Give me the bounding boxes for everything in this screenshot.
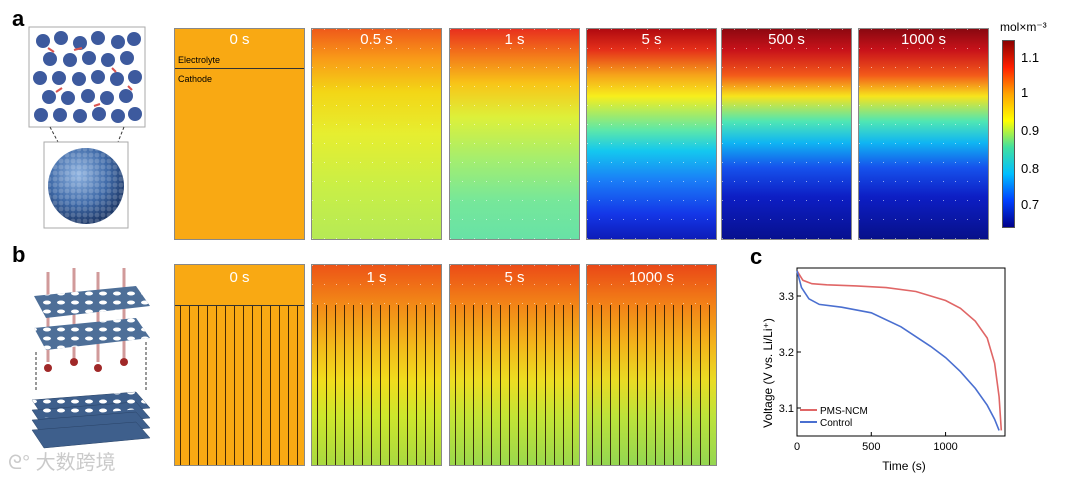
tile-time-label: 5 s (641, 31, 662, 48)
watermark-text: 大数跨境 (35, 452, 116, 474)
colorbar (1002, 40, 1015, 228)
y-tick-label: 3.1 (779, 403, 794, 415)
tile-time-label: 0 s (229, 31, 250, 48)
concentration-tile-0-5s: 0.5 s (311, 28, 442, 240)
flux-arrows (312, 29, 441, 239)
vertical-channels (450, 305, 579, 465)
cathode-label: Cathode (178, 74, 213, 84)
y-tick-label: 3.3 (779, 291, 794, 303)
electrolyte-label: Electrolyte (178, 55, 221, 65)
channel-tile-1000s: 1000 s (586, 264, 717, 466)
channel-tile-0s: 0 s (174, 264, 305, 466)
tile-time-label: 1 s (504, 31, 525, 48)
panel-label-c: c (750, 244, 763, 269)
legend-label: PMS-NCM (820, 406, 868, 417)
vertical-channels (312, 305, 441, 465)
concentration-tile-1000s: 1000 s (858, 28, 989, 240)
porous-sheet-illustration (31, 268, 151, 449)
flux-arrows (722, 29, 851, 239)
x-tick-label: 0 (794, 441, 800, 453)
x-tick-label: 1000 (933, 441, 957, 453)
concentration-tile-5s: 5 s (586, 28, 717, 240)
legend-label: Control (820, 418, 852, 429)
watermark: ᘓ° 大数跨境 (8, 446, 116, 475)
concentration-tile-500s: 500 s (721, 28, 852, 240)
colorbar-tick: 0.9 (1021, 123, 1040, 138)
electrolyte-cathode-boundary (175, 305, 304, 306)
tile-time-label: 1000 s (628, 269, 675, 286)
y-axis-label: Voltage (V vs. Li/Li⁺) (761, 318, 775, 428)
concentration-tile-1s: 1 s (449, 28, 580, 240)
voltage-chart: Voltage (V vs. Li/Li⁺) Time (s) 0 500 1000… (761, 267, 1006, 473)
tile-time-label: 0.5 s (360, 31, 393, 48)
channel-tile-5s: 5 s (449, 264, 580, 466)
x-tick-label: 500 (862, 441, 880, 453)
colorbar-tick: 0.8 (1021, 161, 1040, 176)
tile-time-label: 1 s (366, 269, 387, 286)
x-axis-label: Time (s) (882, 459, 926, 473)
flux-arrows (587, 265, 716, 305)
colorbar-tick: 1 (1021, 85, 1029, 100)
electrolyte-cathode-boundary (175, 68, 304, 69)
flux-arrows (450, 265, 579, 305)
colorbar-unit: mol×m⁻³ (1000, 20, 1047, 34)
panel-label-b: b (12, 242, 26, 267)
colorbar-tick: 1.1 (1021, 50, 1040, 65)
tile-time-label: 1000 s (900, 31, 947, 48)
vertical-channels (587, 305, 716, 465)
flux-arrows (450, 29, 579, 239)
tile-time-label: 5 s (504, 269, 525, 286)
watermark-logo-icon: ᘓ° (8, 452, 31, 474)
tile-time-label: 0 s (229, 269, 250, 286)
series-line-pms-ncm (796, 270, 1003, 431)
colorbar-tick: 0.7 (1021, 197, 1040, 212)
concentration-tile-0s: 0 s Electrolyte Cathode (174, 28, 305, 240)
series-line-control (796, 270, 1000, 431)
channel-tile-1s: 1 s (311, 264, 442, 466)
panel-label-a: a (12, 6, 25, 31)
flux-arrows (587, 29, 716, 239)
flux-arrows (312, 265, 441, 305)
particle-cluster-illustration (28, 26, 146, 229)
y-tick-label: 3.2 (779, 347, 794, 359)
flux-arrows (859, 29, 988, 239)
vertical-channels (175, 306, 304, 465)
tile-time-label: 500 s (768, 31, 805, 48)
